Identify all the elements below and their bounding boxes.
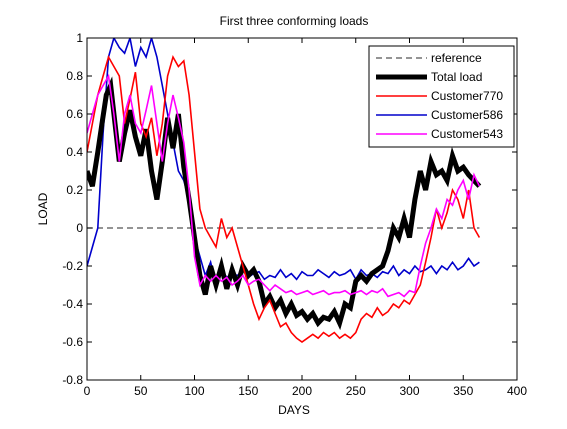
legend-label-customer543: Customer543 xyxy=(431,127,503,141)
legend-label-customer586: Customer586 xyxy=(431,108,503,122)
y-tick-label: -0.2 xyxy=(62,259,83,273)
y-tick-label: -0.6 xyxy=(62,335,83,349)
y-tick-label: 0.2 xyxy=(66,183,83,197)
x-tick-label: 200 xyxy=(292,384,312,398)
legend: reference Total load Customer770 Customer58… xyxy=(368,45,515,148)
series-line-total-load xyxy=(87,76,482,331)
x-tick-label: 150 xyxy=(238,384,258,398)
x-tick-label: 300 xyxy=(399,384,419,398)
series-line-customer770 xyxy=(87,54,481,343)
y-tick-label: 0.8 xyxy=(66,69,83,83)
x-tick-label: 50 xyxy=(134,384,148,398)
plot-area: 0 50 100 150 200 250 300 350 400 -0.8 -0.6 -0.4 -0.2… xyxy=(62,31,527,398)
y-tick-label: 1 xyxy=(76,31,83,45)
x-tick-label: 250 xyxy=(346,384,366,398)
y-axis-label: LOAD xyxy=(36,192,50,225)
x-tick-label: 350 xyxy=(453,384,473,398)
y-tick-label: -0.4 xyxy=(62,297,83,311)
legend-label-reference: reference xyxy=(431,51,482,65)
chart-title: First three conforming loads xyxy=(220,14,369,28)
y-tick-label: -0.8 xyxy=(62,373,83,387)
y-tick-label: 0.4 xyxy=(66,145,83,159)
y-tick-label: 0 xyxy=(76,221,83,235)
y-tick-label: 0.6 xyxy=(66,107,83,121)
x-tick-label: 0 xyxy=(84,384,91,398)
x-tick-label: 400 xyxy=(507,384,527,398)
series-line-customer586 xyxy=(87,38,480,288)
series-line-customer543 xyxy=(87,73,481,298)
x-tick-label: 100 xyxy=(184,384,204,398)
legend-label-total-load: Total load xyxy=(431,70,482,84)
legend-label-customer770: Customer770 xyxy=(431,89,503,103)
x-axis-label: DAYS xyxy=(278,403,310,417)
series-group xyxy=(87,38,482,343)
